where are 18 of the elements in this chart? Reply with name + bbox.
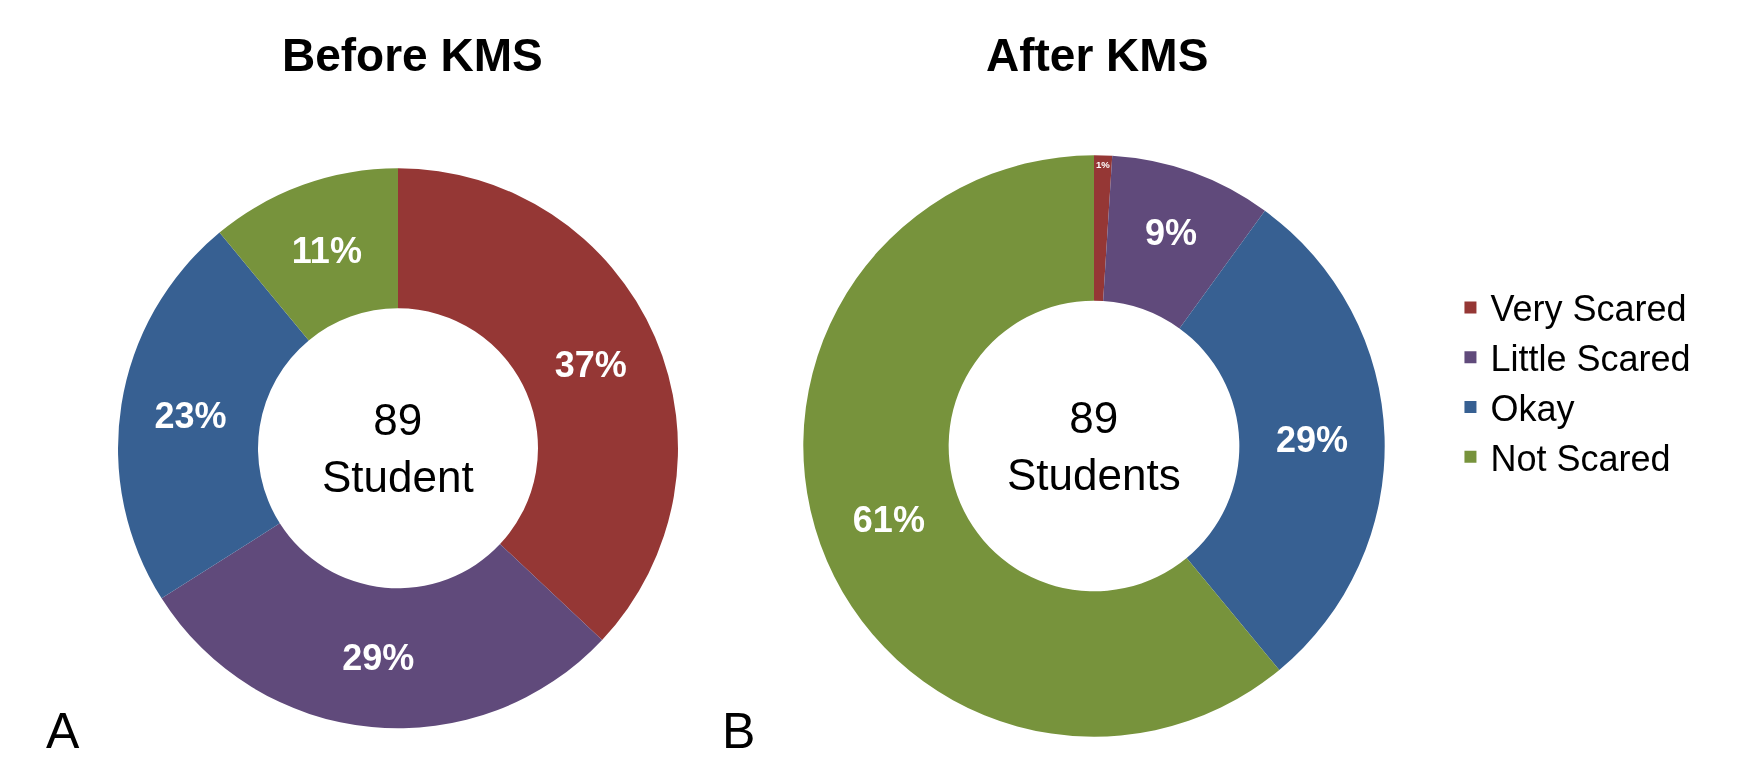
data-label: 29%: [342, 636, 415, 678]
legend-label: Okay: [1490, 388, 1575, 430]
text: A: [46, 703, 80, 759]
data-label: 11%: [291, 230, 362, 272]
legend-label: Very Scared: [1490, 288, 1687, 330]
slice-label: After KMS: [986, 29, 1209, 81]
data-label: 1%: [1095, 158, 1111, 170]
legend-label: Little Scared: [1490, 338, 1691, 380]
legend-label: Not Scared: [1490, 437, 1671, 479]
text: 89 Student: [322, 395, 474, 502]
slice-label: Before KMS: [282, 29, 543, 81]
text: B: [722, 703, 756, 759]
data-label: 23%: [154, 394, 227, 436]
data-label: 29%: [1275, 418, 1348, 460]
data-label: 61%: [852, 499, 925, 541]
data-label: 37%: [554, 344, 627, 386]
text: 89 Students: [1007, 393, 1181, 500]
data-label: 9%: [1144, 211, 1198, 253]
